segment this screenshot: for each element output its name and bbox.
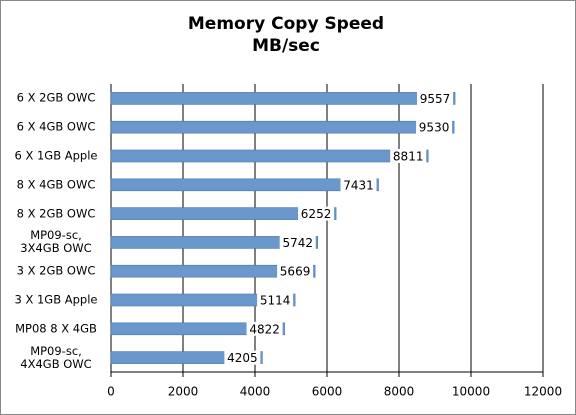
value-label-bg (390, 149, 427, 163)
value-label-bg (416, 120, 453, 135)
value-label-bg (257, 293, 294, 307)
value-label-bg (224, 350, 261, 365)
x-tick-label: 6000 (312, 385, 343, 399)
y-tick-label: 8 X 2GB OWC (16, 206, 96, 221)
y-tick-label: 6 X 2GB OWC (16, 90, 96, 105)
bar (110, 92, 456, 105)
value-label-bg (340, 177, 377, 192)
x-tick-label: 2000 (168, 385, 199, 399)
bar (110, 149, 429, 163)
value-label: 4205 (227, 351, 258, 365)
chart-title: Memory Copy Speed (188, 14, 384, 34)
value-label: 4822 (249, 322, 280, 336)
chart-subtitle: MB/sec (252, 36, 320, 56)
y-tick-label: 3 X 1GB Apple (14, 292, 98, 307)
value-label: 6252 (301, 207, 332, 221)
value-label: 5114 (260, 294, 291, 308)
bar (110, 322, 285, 336)
x-tick-label: 8000 (384, 385, 415, 399)
bar (110, 264, 316, 278)
y-tick-label: MP09-sc, 3X4GB OWC (20, 228, 92, 256)
value-label: 5669 (280, 265, 311, 279)
value-label: 9530 (419, 121, 450, 135)
bar (110, 178, 379, 192)
value-label: 8811 (393, 150, 424, 164)
bar (110, 207, 337, 220)
value-label-bg (246, 321, 283, 336)
value-label: 5742 (282, 236, 313, 250)
x-tick-label: 10000 (452, 385, 490, 399)
y-tick-label: MP09-sc, 4X4GB OWC (20, 343, 92, 371)
y-tick-label: 6 X 1GB Apple (14, 148, 98, 163)
value-label: 7431 (343, 178, 374, 192)
value-label-bg (298, 206, 335, 221)
y-tick-label: 3 X 2GB OWC (16, 263, 96, 278)
y-tick-label: MP08 8 X 4GB (15, 321, 97, 336)
bar (110, 236, 319, 249)
value-label-bg (279, 235, 316, 250)
value-label: 9557 (420, 92, 451, 106)
y-tick-label: 6 X 4GB OWC (16, 119, 96, 134)
value-label-bg (417, 91, 454, 106)
x-tick-label: 0 (107, 385, 115, 399)
x-tick-label: 4000 (240, 385, 271, 399)
y-tick-label: 8 X 4GB OWC (16, 177, 96, 192)
bar (110, 120, 455, 134)
bar (110, 293, 296, 307)
value-label-bg (277, 264, 314, 279)
x-tick-label: 12000 (524, 385, 562, 399)
